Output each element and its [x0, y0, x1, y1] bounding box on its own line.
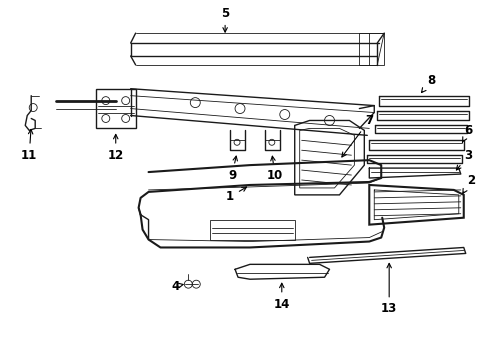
Text: 12: 12 [108, 134, 124, 162]
Bar [359, 33, 384, 65]
Text: 8: 8 [421, 74, 435, 93]
Bar [96, 89, 136, 129]
Text: 7: 7 [342, 114, 373, 157]
Text: 1: 1 [226, 187, 246, 203]
Bar [210, 220, 294, 239]
Text: 11: 11 [21, 130, 37, 162]
Text: 5: 5 [221, 7, 229, 32]
Text: 10: 10 [267, 156, 283, 181]
Text: 14: 14 [273, 283, 290, 311]
Text: 9: 9 [228, 156, 238, 181]
Text: 3: 3 [456, 149, 473, 170]
Text: 4: 4 [172, 280, 183, 293]
Text: 6: 6 [463, 124, 473, 142]
Text: 2: 2 [463, 174, 475, 193]
Text: 13: 13 [381, 264, 397, 315]
